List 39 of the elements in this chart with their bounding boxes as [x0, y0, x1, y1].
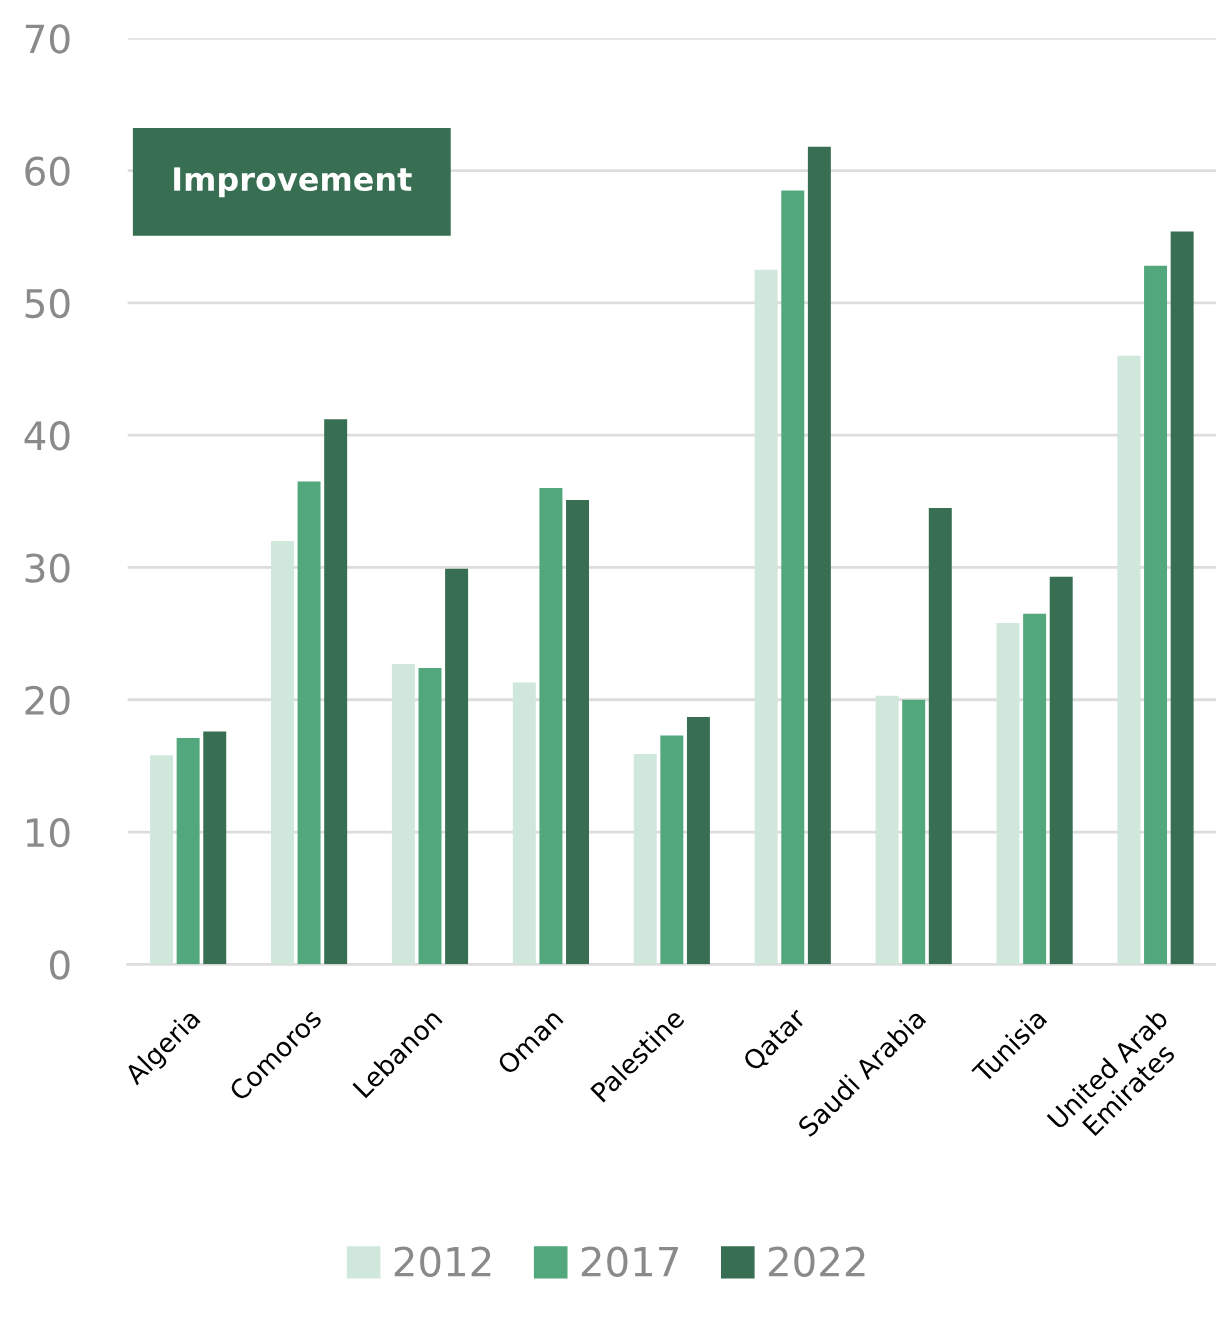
y-tick-label: 20	[25, 685, 70, 716]
annotation: Improvement	[174, 167, 412, 198]
legend-label: 2012	[394, 1246, 491, 1277]
bar	[875, 695, 899, 965]
bar	[996, 623, 1020, 965]
y-tick-label: 50	[25, 288, 70, 319]
y-tick-label: 40	[24, 421, 70, 451]
y-tick-label: 10	[26, 817, 70, 848]
legend-label: 2022	[768, 1246, 865, 1277]
bar	[270, 541, 294, 965]
bar	[418, 668, 442, 965]
bar	[686, 716, 710, 965]
y-tick-label: 30	[25, 553, 70, 583]
bar	[324, 419, 348, 965]
bar	[633, 753, 657, 965]
bar	[928, 507, 952, 965]
bar	[445, 568, 469, 965]
y-tick-label: 0	[49, 950, 70, 980]
bar	[1170, 231, 1194, 965]
bar	[566, 500, 590, 965]
bar	[539, 488, 563, 965]
bar	[203, 731, 227, 965]
bar	[1144, 265, 1168, 965]
y-tick-label: 60	[25, 156, 70, 186]
bar	[297, 481, 321, 965]
bar	[1023, 613, 1047, 965]
bar	[150, 755, 174, 965]
y-tick-label: 70	[25, 24, 70, 54]
bar	[512, 682, 536, 965]
bar	[807, 146, 831, 965]
bar	[902, 699, 926, 965]
bar	[754, 269, 778, 965]
bar	[391, 664, 415, 965]
bar	[660, 735, 684, 965]
bar	[1117, 355, 1141, 965]
bar	[1049, 576, 1073, 965]
legend-label: 2017	[581, 1246, 678, 1277]
bar	[176, 738, 200, 965]
bar	[781, 190, 805, 965]
